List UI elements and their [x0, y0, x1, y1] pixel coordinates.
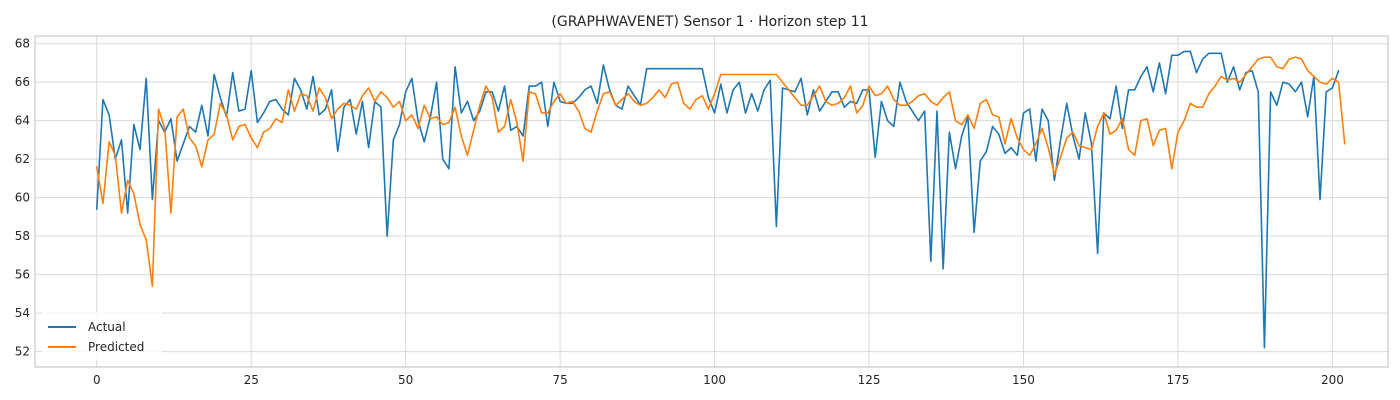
- legend-box: [42, 312, 162, 360]
- y-axis-ticks: 52 54 56 58 60 62 64 66 68: [15, 37, 30, 359]
- x-tick-label-5: 125: [858, 373, 881, 387]
- y-tick-label-5: 62: [15, 152, 30, 166]
- y-tick-label-6: 64: [15, 114, 30, 128]
- series-line-predicted: [95, 56, 1346, 287]
- x-tick-label-2: 50: [398, 373, 413, 387]
- x-tick-label-3: 75: [552, 373, 567, 387]
- y-tick-label-0: 52: [15, 345, 30, 359]
- legend: Actual Predicted: [42, 312, 162, 360]
- plot-area-frame: [34, 35, 1389, 368]
- y-tick-label-7: 66: [15, 75, 30, 89]
- y-tick-label-1: 54: [15, 306, 30, 320]
- y-tick-label-3: 58: [15, 229, 30, 243]
- legend-label-predicted: Predicted: [88, 340, 144, 354]
- x-tick-label-7: 175: [1166, 373, 1189, 387]
- series-line-actual: [95, 50, 1340, 349]
- series-lines: [95, 50, 1346, 349]
- legend-label-actual: Actual: [88, 320, 126, 334]
- x-tick-label-6: 150: [1012, 373, 1035, 387]
- y-tick-label-8: 68: [15, 37, 30, 51]
- x-tick-label-0: 0: [93, 373, 101, 387]
- chart-title: (GRAPHWAVENET) Sensor 1 · Horizon step 1…: [551, 14, 868, 30]
- x-tick-label-4: 100: [703, 373, 726, 387]
- x-tick-label-1: 25: [244, 373, 259, 387]
- y-tick-label-4: 60: [15, 191, 30, 205]
- x-tick-label-8: 200: [1321, 373, 1344, 387]
- y-tick-label-2: 56: [15, 268, 30, 282]
- x-axis-ticks: 0 25 50 75 100 125 150 175 200: [93, 373, 1344, 387]
